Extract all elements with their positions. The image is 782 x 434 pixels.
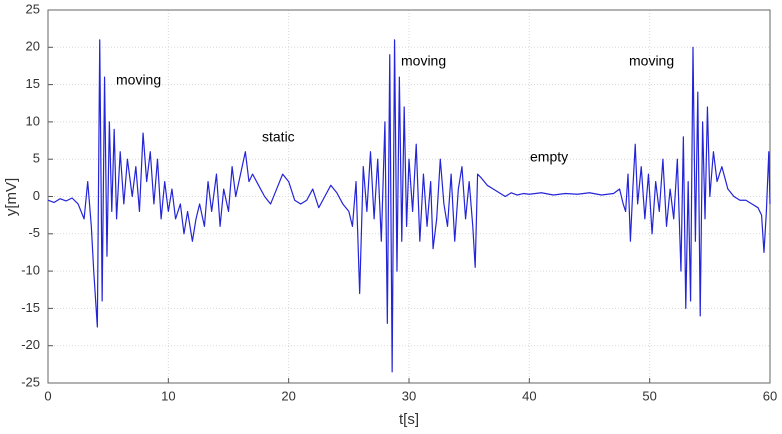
y-tick-label: 25 (26, 1, 40, 16)
x-tick-label: 20 (281, 388, 295, 403)
signal-line (47, 39, 771, 373)
y-tick-label: 5 (33, 151, 40, 166)
x-tick-label: 60 (763, 388, 777, 403)
y-axis-label: y[mV] (3, 178, 20, 216)
y-tick-label: -5 (28, 225, 40, 240)
y-tick-label: 10 (26, 113, 40, 128)
annotation: static (262, 129, 295, 145)
y-tick-label: 20 (26, 39, 40, 54)
x-tick-label: 50 (642, 388, 656, 403)
x-tick-label: 0 (44, 388, 51, 403)
x-tick-label: 10 (161, 388, 175, 403)
x-axis-label: t[s] (399, 411, 419, 428)
x-tick-label: 30 (402, 388, 416, 403)
annotation: moving (629, 53, 674, 69)
y-tick-label: 0 (33, 188, 40, 203)
y-tick-label: -15 (21, 300, 40, 315)
x-tick-label: 40 (522, 388, 536, 403)
y-tick-label: -25 (21, 374, 40, 389)
y-tick-label: -10 (21, 263, 40, 278)
annotation: empty (530, 149, 568, 165)
annotation: moving (116, 72, 161, 88)
annotation: moving (401, 53, 446, 69)
y-tick-label: -20 (21, 337, 40, 352)
y-tick-label: 15 (26, 76, 40, 91)
